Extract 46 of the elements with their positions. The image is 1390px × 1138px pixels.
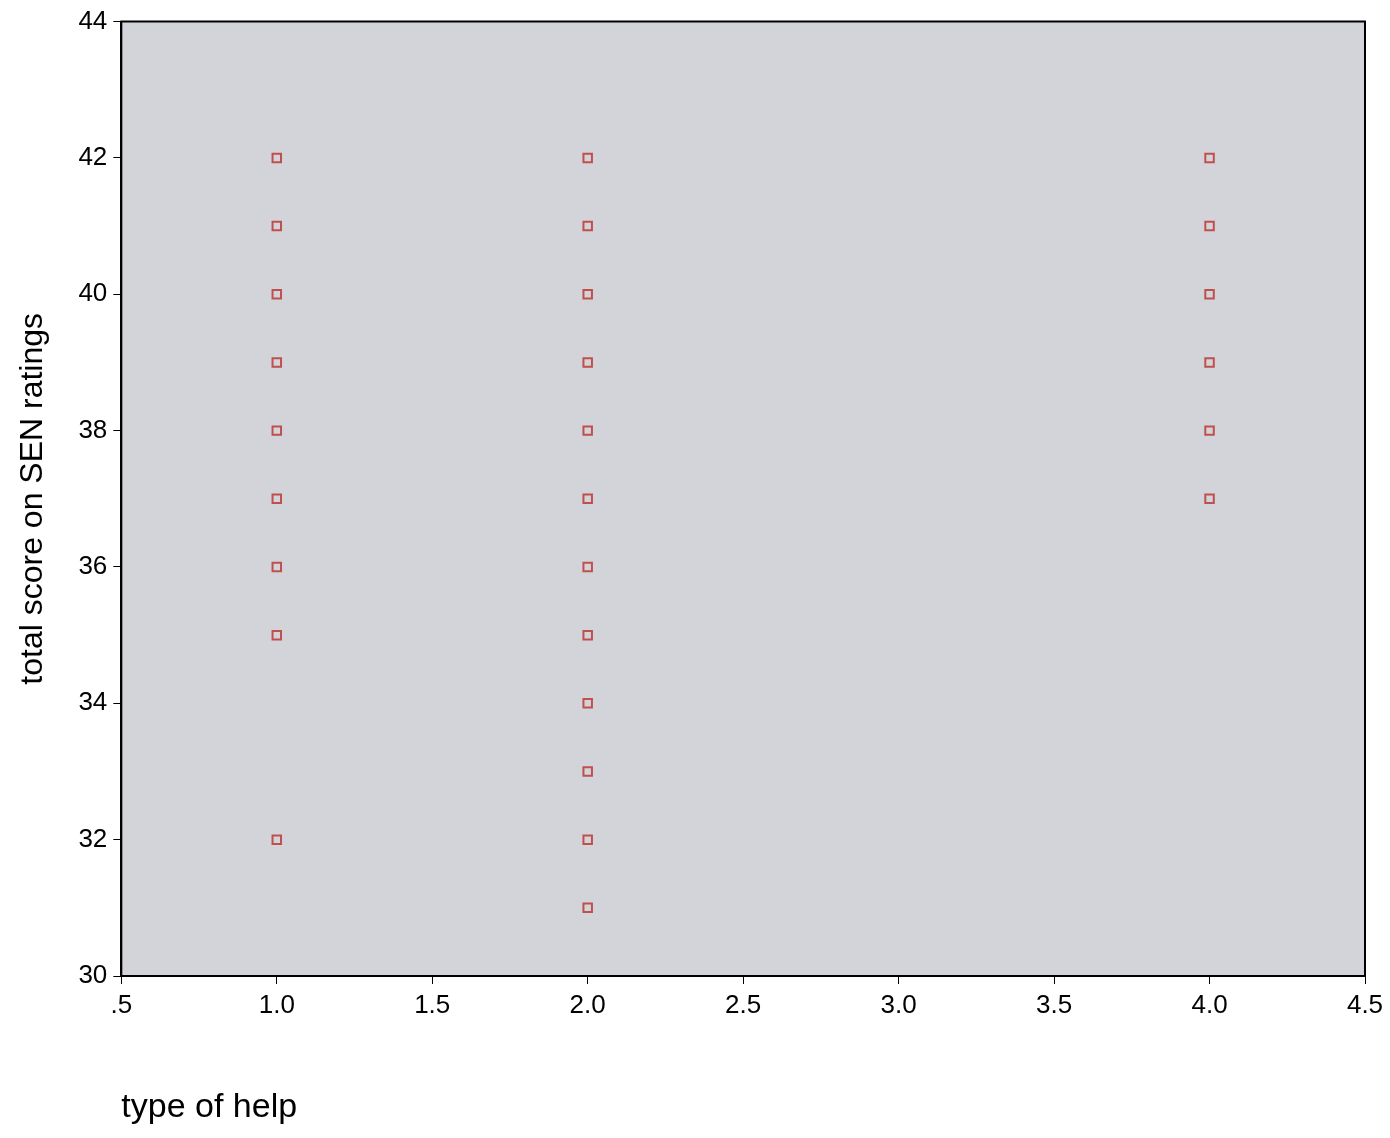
x-tick-label: 4.5 bbox=[1346, 988, 1384, 1019]
point bbox=[582, 561, 593, 573]
point bbox=[271, 357, 283, 368]
x-axis-title: type of help bbox=[121, 1085, 298, 1124]
point bbox=[271, 561, 283, 573]
point bbox=[271, 834, 283, 845]
point bbox=[271, 220, 283, 232]
point bbox=[1204, 220, 1215, 232]
point bbox=[582, 902, 593, 914]
point bbox=[271, 629, 283, 641]
y-tick-label: 32 bbox=[78, 822, 108, 853]
point bbox=[582, 493, 593, 505]
y-tick-label: 30 bbox=[78, 959, 108, 990]
point bbox=[582, 220, 593, 232]
point bbox=[582, 834, 593, 845]
point bbox=[271, 289, 283, 300]
point bbox=[1204, 493, 1215, 505]
x-tick-label: .5 bbox=[110, 988, 133, 1019]
point bbox=[582, 289, 593, 300]
y-tick-label: 42 bbox=[78, 141, 108, 172]
point bbox=[1204, 357, 1215, 368]
point bbox=[582, 698, 593, 709]
point bbox=[271, 152, 283, 164]
point bbox=[582, 766, 593, 777]
x-tick-label: 4.0 bbox=[1191, 988, 1228, 1019]
x-tick-label: 2.5 bbox=[725, 988, 762, 1019]
x-tick-label: 3.0 bbox=[880, 988, 917, 1019]
point bbox=[271, 493, 283, 505]
y-tick-label: 44 bbox=[78, 4, 108, 35]
point bbox=[582, 357, 593, 368]
point bbox=[1204, 425, 1215, 436]
point bbox=[271, 425, 283, 436]
x-tick-label: 1.0 bbox=[258, 988, 295, 1019]
y-axis-title: total score on SEN ratings bbox=[13, 312, 50, 685]
y-tick-label: 40 bbox=[78, 277, 108, 308]
y-tick-label: 36 bbox=[78, 550, 108, 581]
x-tick-label: 1.5 bbox=[414, 988, 451, 1019]
x-tick-label: 3.5 bbox=[1036, 988, 1073, 1019]
x-tick-label: 2.0 bbox=[569, 988, 606, 1019]
point bbox=[582, 425, 593, 436]
point bbox=[1204, 289, 1215, 300]
point bbox=[582, 629, 593, 641]
y-tick-label: 34 bbox=[78, 686, 108, 717]
point bbox=[582, 152, 593, 164]
y-tick-label: 38 bbox=[78, 413, 108, 444]
point bbox=[1204, 152, 1215, 164]
